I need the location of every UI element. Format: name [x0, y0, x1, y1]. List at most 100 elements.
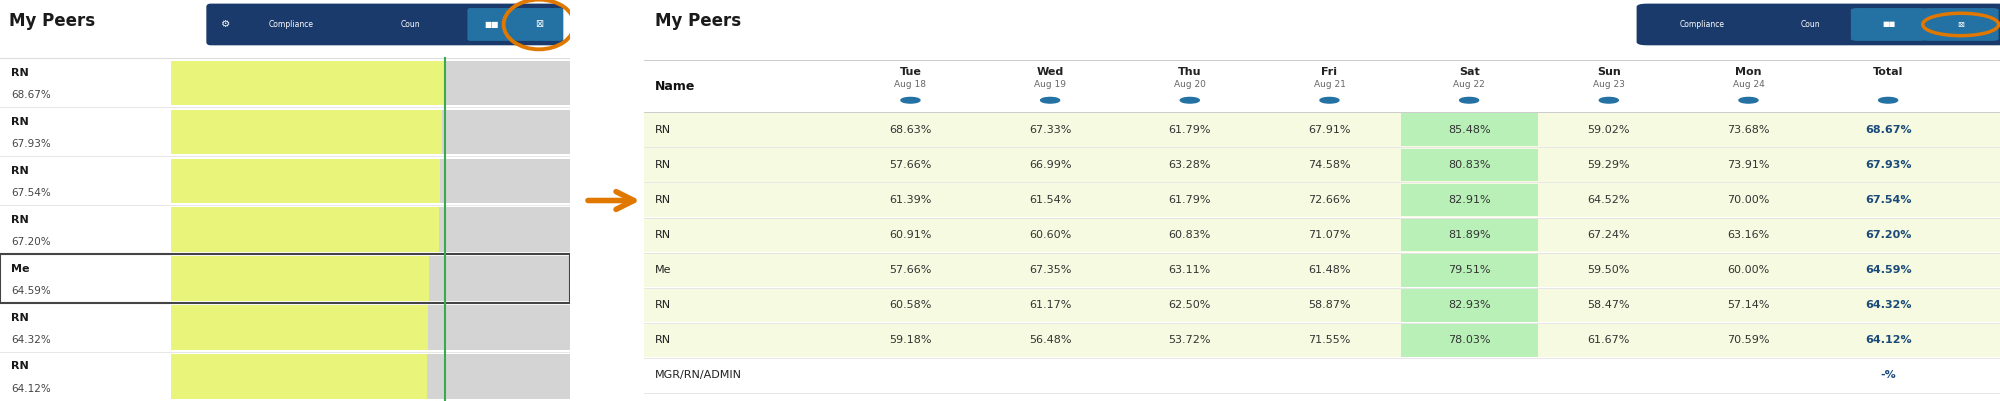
Text: 67.91%: 67.91% — [1308, 125, 1350, 135]
Text: 53.72%: 53.72% — [1168, 335, 1212, 345]
Bar — [440, 158, 570, 203]
FancyBboxPatch shape — [1850, 8, 1926, 41]
Text: 57.66%: 57.66% — [890, 265, 932, 275]
Text: 67.54%: 67.54% — [12, 188, 52, 198]
Text: ■■: ■■ — [484, 20, 498, 29]
Bar — [172, 207, 440, 252]
Text: ⚙: ⚙ — [220, 20, 230, 29]
Bar — [428, 306, 570, 350]
Text: RN: RN — [654, 160, 670, 170]
Text: ⊠: ⊠ — [1958, 20, 1964, 29]
Text: 67.35%: 67.35% — [1028, 265, 1072, 275]
Text: Sat: Sat — [1458, 67, 1480, 77]
Text: 66.99%: 66.99% — [1028, 160, 1072, 170]
Bar — [644, 183, 2000, 217]
Text: 57.66%: 57.66% — [890, 160, 932, 170]
Bar — [644, 113, 2000, 147]
FancyBboxPatch shape — [1922, 8, 1998, 41]
Circle shape — [1460, 97, 1478, 103]
Bar — [428, 257, 570, 301]
Text: 85.48%: 85.48% — [1448, 125, 1490, 135]
FancyBboxPatch shape — [514, 8, 564, 41]
Text: 81.89%: 81.89% — [1448, 230, 1490, 240]
Circle shape — [1040, 97, 1060, 103]
Text: Sun: Sun — [1596, 67, 1620, 77]
Circle shape — [1180, 97, 1200, 103]
Text: ■■: ■■ — [1882, 22, 1896, 27]
Text: 82.93%: 82.93% — [1448, 300, 1490, 310]
Text: 67.93%: 67.93% — [1864, 160, 1912, 170]
Text: Aug 18: Aug 18 — [894, 80, 926, 89]
Bar — [1400, 149, 1538, 181]
Text: 61.39%: 61.39% — [890, 195, 932, 205]
Text: 58.47%: 58.47% — [1588, 300, 1630, 310]
Text: My Peers: My Peers — [8, 12, 94, 30]
Text: RN: RN — [12, 215, 30, 225]
Text: -%: -% — [1880, 371, 1896, 381]
Bar — [644, 253, 2000, 287]
Text: 63.16%: 63.16% — [1728, 230, 1770, 240]
Text: 73.91%: 73.91% — [1728, 160, 1770, 170]
Text: 60.91%: 60.91% — [890, 230, 932, 240]
Text: 73.68%: 73.68% — [1728, 125, 1770, 135]
Text: MGR/RN/ADMIN: MGR/RN/ADMIN — [654, 371, 742, 381]
Text: 62.50%: 62.50% — [1168, 300, 1210, 310]
Text: Coun: Coun — [400, 20, 420, 29]
Text: RN: RN — [654, 335, 670, 345]
Text: 64.59%: 64.59% — [1864, 265, 1912, 275]
Text: 63.28%: 63.28% — [1168, 160, 1212, 170]
Circle shape — [900, 97, 920, 103]
Bar — [1400, 289, 1538, 322]
Bar — [644, 324, 2000, 357]
Text: 68.67%: 68.67% — [1864, 125, 1912, 135]
Bar — [172, 354, 426, 399]
Text: 74.58%: 74.58% — [1308, 160, 1350, 170]
Text: 61.48%: 61.48% — [1308, 265, 1350, 275]
Circle shape — [1320, 97, 1338, 103]
Bar — [172, 306, 428, 350]
Text: Compliance: Compliance — [1680, 20, 1724, 29]
Text: 70.59%: 70.59% — [1728, 335, 1770, 345]
FancyBboxPatch shape — [468, 8, 516, 41]
Text: 67.24%: 67.24% — [1588, 230, 1630, 240]
Text: Me: Me — [12, 263, 30, 273]
Text: 61.67%: 61.67% — [1588, 335, 1630, 345]
Bar — [440, 207, 570, 252]
Bar — [644, 148, 2000, 182]
Bar — [644, 289, 2000, 322]
Text: 57.14%: 57.14% — [1728, 300, 1770, 310]
Text: 68.63%: 68.63% — [890, 125, 932, 135]
Text: 67.33%: 67.33% — [1028, 125, 1072, 135]
Text: Name: Name — [654, 80, 696, 93]
Text: Mon: Mon — [1736, 67, 1762, 77]
Text: 60.58%: 60.58% — [890, 300, 932, 310]
Text: Aug 23: Aug 23 — [1592, 80, 1624, 89]
Text: 60.60%: 60.60% — [1028, 230, 1072, 240]
FancyBboxPatch shape — [1636, 4, 2000, 45]
Text: 67.20%: 67.20% — [1864, 230, 1912, 240]
Text: ⊠: ⊠ — [534, 20, 542, 29]
Text: 71.07%: 71.07% — [1308, 230, 1350, 240]
Text: Aug 22: Aug 22 — [1454, 80, 1486, 89]
Text: Aug 21: Aug 21 — [1314, 80, 1346, 89]
Text: Aug 20: Aug 20 — [1174, 80, 1206, 89]
Text: 70.00%: 70.00% — [1728, 195, 1770, 205]
Text: 61.79%: 61.79% — [1168, 195, 1212, 205]
Text: 64.12%: 64.12% — [12, 384, 52, 394]
Text: 59.02%: 59.02% — [1588, 125, 1630, 135]
Text: My Peers: My Peers — [654, 12, 740, 30]
FancyBboxPatch shape — [206, 4, 564, 45]
Text: 64.59%: 64.59% — [12, 286, 52, 296]
Text: 59.18%: 59.18% — [890, 335, 932, 345]
Text: RN: RN — [12, 312, 30, 322]
Bar — [1400, 113, 1538, 146]
Text: Tue: Tue — [900, 67, 922, 77]
Text: RN: RN — [12, 361, 30, 371]
Text: RN: RN — [654, 300, 670, 310]
Bar — [1400, 184, 1538, 217]
Bar — [172, 257, 428, 301]
Text: 61.79%: 61.79% — [1168, 125, 1212, 135]
Text: RN: RN — [12, 68, 30, 78]
Bar — [0, 254, 570, 303]
Text: 82.91%: 82.91% — [1448, 195, 1490, 205]
